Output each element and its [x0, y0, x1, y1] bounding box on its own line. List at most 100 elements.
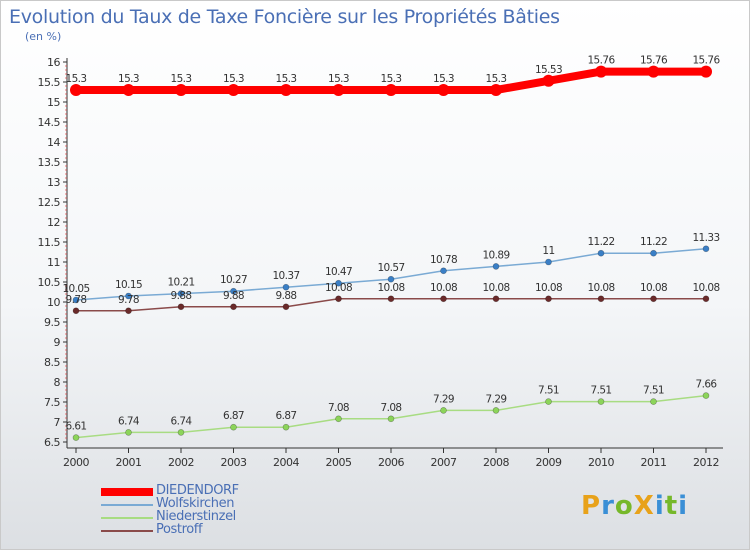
data-point-niederstinzel — [125, 429, 132, 436]
y-tick-label: 13.5 — [38, 156, 61, 169]
data-label-diedendorf: 15.3 — [171, 73, 192, 85]
x-tick-label: 2001 — [116, 456, 142, 469]
data-label-wolfskirchen: 11.33 — [692, 232, 719, 244]
data-label-niederstinzel: 7.66 — [696, 379, 718, 391]
data-label-diedendorf: 15.76 — [587, 55, 615, 67]
data-point-niederstinzel — [282, 423, 290, 431]
data-label-postroff: 10.08 — [377, 282, 404, 294]
data-label-niederstinzel: 6.74 — [118, 415, 140, 427]
data-label-niederstinzel: 6.87 — [223, 410, 244, 422]
data-label-wolfskirchen: 10.89 — [482, 249, 509, 261]
data-point-diedendorf — [647, 65, 660, 78]
y-tick-label: 11 — [47, 256, 60, 269]
data-point-postroff — [387, 295, 395, 303]
data-point-niederstinzel — [650, 398, 657, 405]
x-tick-label: 2002 — [168, 456, 194, 469]
data-label-niederstinzel: 6.74 — [171, 415, 193, 427]
data-point-wolfskirchen — [597, 249, 605, 257]
data-point-wolfskirchen — [387, 275, 395, 283]
data-label-diedendorf: 15.76 — [692, 55, 720, 67]
data-point-postroff — [335, 295, 342, 303]
x-tick-label: 2008 — [483, 456, 509, 469]
data-label-postroff: 10.08 — [482, 282, 509, 294]
data-point-diedendorf — [122, 84, 135, 96]
y-tick-label: 10.5 — [38, 276, 61, 289]
data-point-wolfskirchen — [282, 283, 290, 291]
data-point-postroff — [72, 307, 80, 315]
data-label-diedendorf: 15.3 — [486, 73, 507, 85]
data-label-diedendorf: 15.76 — [640, 55, 668, 67]
data-label-diedendorf: 15.3 — [118, 73, 139, 85]
data-label-diedendorf: 15.3 — [381, 73, 402, 85]
data-point-diedendorf — [175, 84, 187, 96]
x-tick-label: 2005 — [326, 456, 352, 469]
proxiti-logo: ProXiti — [581, 491, 688, 521]
data-point-diedendorf — [385, 84, 397, 96]
data-point-diedendorf — [70, 84, 82, 96]
data-label-postroff: 10.08 — [325, 282, 352, 294]
data-label-postroff: 10.08 — [640, 282, 667, 294]
data-point-wolfskirchen — [125, 292, 132, 300]
data-label-niederstinzel: 7.51 — [591, 385, 612, 397]
data-point-niederstinzel — [597, 398, 605, 405]
data-point-wolfskirchen — [230, 287, 237, 295]
data-label-wolfskirchen: 10.15 — [115, 279, 142, 291]
legend-label: Postroff — [156, 522, 203, 537]
y-tick-label: 14.5 — [38, 116, 61, 129]
data-label-postroff: 9.78 — [118, 294, 139, 306]
data-point-diedendorf — [700, 65, 712, 78]
y-tick-label: 12.5 — [38, 196, 61, 209]
x-tick-label: 2010 — [588, 456, 614, 469]
data-label-diedendorf: 15.3 — [328, 73, 349, 85]
chart-title: Evolution du Taux de Taxe Foncière sur l… — [9, 6, 560, 28]
x-tick-label: 2006 — [378, 456, 404, 469]
y-tick-label: 12 — [47, 216, 60, 229]
data-point-postroff — [440, 295, 447, 303]
x-tick-label: 2000 — [63, 456, 89, 469]
data-point-diedendorf — [542, 74, 555, 87]
data-label-postroff: 10.08 — [535, 282, 562, 294]
logo-letter: P — [581, 491, 602, 521]
data-point-wolfskirchen — [440, 267, 447, 275]
data-point-diedendorf — [437, 84, 450, 96]
data-point-niederstinzel — [177, 429, 185, 436]
data-label-niederstinzel: 7.29 — [433, 393, 454, 405]
data-point-diedendorf — [280, 84, 292, 96]
data-point-postroff — [230, 303, 237, 311]
data-label-diedendorf: 15.3 — [433, 73, 454, 85]
y-tick-label: 6.5 — [44, 436, 60, 449]
y-tick-label: 15 — [47, 96, 60, 109]
logo-letter: i — [678, 491, 689, 521]
legend-swatch — [101, 504, 153, 506]
data-label-niederstinzel: 7.29 — [486, 393, 507, 405]
data-point-postroff — [650, 295, 657, 303]
y-tick-label: 13 — [47, 176, 60, 189]
y-tick-label: 7 — [54, 416, 61, 429]
data-label-wolfskirchen: 10.78 — [430, 254, 457, 266]
data-point-postroff — [125, 307, 132, 315]
data-point-postroff — [492, 295, 500, 303]
data-label-wolfskirchen: 10.05 — [62, 283, 89, 295]
data-label-diedendorf: 15.3 — [276, 73, 297, 85]
x-tick-label: 2011 — [641, 456, 667, 469]
x-tick-label: 2007 — [431, 456, 457, 469]
x-tick-label: 2012 — [693, 456, 719, 469]
data-point-postroff — [282, 303, 290, 311]
data-point-postroff — [177, 303, 185, 311]
y-tick-label: 7.5 — [44, 396, 60, 409]
data-point-wolfskirchen — [177, 290, 185, 297]
y-tick-label: 11.5 — [38, 236, 61, 249]
logo-letter: r — [601, 491, 615, 521]
data-label-postroff: 10.08 — [430, 282, 457, 294]
logo-letter: X — [633, 491, 655, 521]
data-label-niederstinzel: 7.51 — [538, 385, 559, 397]
data-label-postroff: 9.88 — [223, 290, 244, 302]
data-point-wolfskirchen — [702, 245, 710, 253]
data-point-wolfskirchen — [545, 258, 552, 266]
data-label-niederstinzel: 7.51 — [643, 385, 664, 397]
y-tick-label: 14 — [47, 136, 60, 149]
data-label-diedendorf: 15.3 — [66, 73, 87, 85]
data-label-diedendorf: 15.3 — [223, 73, 244, 85]
data-label-postroff: 10.08 — [692, 282, 719, 294]
